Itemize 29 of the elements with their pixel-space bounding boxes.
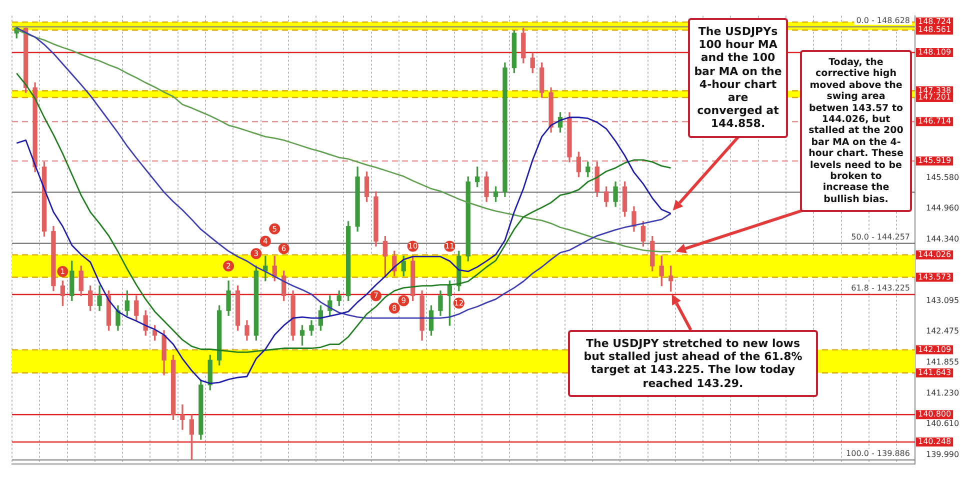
ref-line-label: 142.109: [918, 344, 952, 354]
y-tick-label: 144.960: [926, 204, 960, 213]
y-tick-label: 141.230: [926, 388, 960, 398]
y-tick-label: 144.340: [926, 234, 960, 244]
annotation: 100.0 - 139.886: [846, 449, 910, 458]
ref-line-label: 145.919: [918, 156, 952, 166]
y-tick-label: 140.610: [926, 419, 960, 428]
text: Today, the corrective high moved above the swing area betwen 143.57 to 144.026, but stalled at the 200 bar MA on the 4-hour chart. These levels need to be broken to increase the bullish bias.: [808, 57, 904, 205]
y-tick-label: 142.475: [926, 326, 960, 336]
ref-line-label: 143.573: [918, 272, 952, 282]
annotation: 61.8 - 143.225: [851, 284, 910, 293]
y-tick-label: 141.855: [926, 357, 960, 366]
y-tick-label: 139.990: [926, 450, 960, 459]
y-tick-label: 143.095: [926, 296, 960, 306]
ref-line-label: 148.109: [918, 48, 952, 57]
ref-line-label: 148.561: [918, 25, 952, 34]
ref-line-label: 147.338: [918, 86, 952, 95]
annotation: 50.0 - 144.257: [851, 232, 910, 242]
ref-line-label: 147.201: [918, 92, 952, 102]
ref-line-label: 148.724: [918, 17, 952, 26]
ref-line-label: 140.248: [918, 437, 952, 446]
annotation: The USDJPY stretched to new lows but stalled just ahead of the 61.8% target at 143.225. The low today reached 143.29.: [568, 330, 818, 397]
annotation: The USDJPYs 100 hour MA and the 100 bar MA on the 4-hour chart are converged at 144.858.: [688, 18, 788, 138]
ref-line-label: 144.026: [918, 250, 952, 259]
ref-line-label: 140.800: [918, 410, 952, 419]
ref-line-label: 146.714: [918, 116, 952, 126]
ref-line-label: 141.643: [918, 368, 952, 377]
y-tick-label: 145.580: [926, 172, 960, 182]
annotation: 0.0 - 148.628: [856, 16, 910, 25]
